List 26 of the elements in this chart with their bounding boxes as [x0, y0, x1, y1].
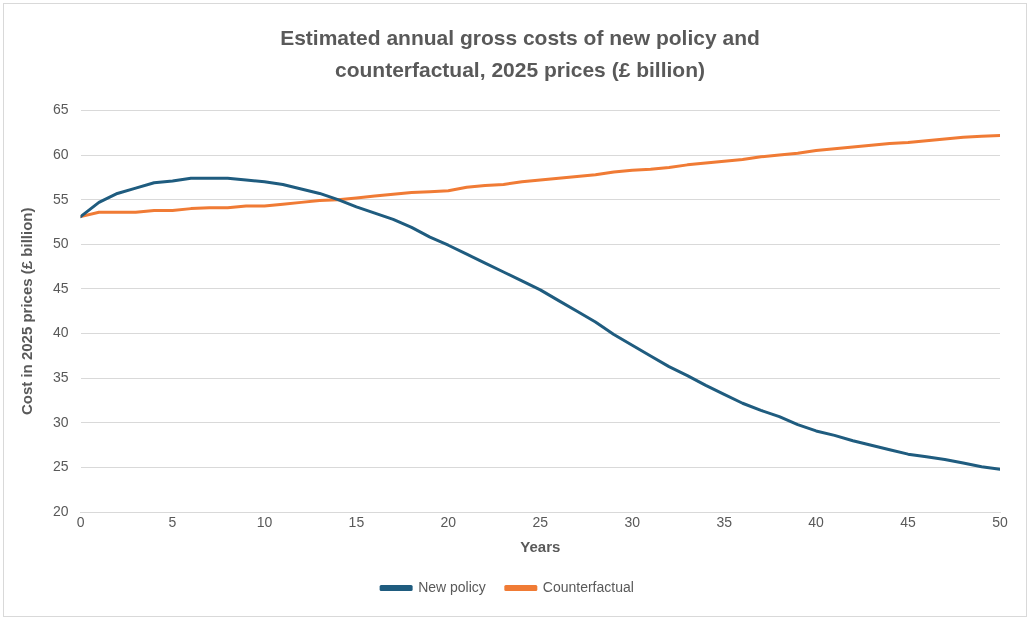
- y-tick-label: 20: [52, 503, 69, 520]
- y-axis-title: Cost in 2025 prices (£ billion): [18, 207, 36, 416]
- x-tick-label: 50: [992, 514, 1008, 531]
- x-tick-label: 45: [900, 514, 917, 531]
- x-tick-label: 15: [348, 514, 365, 531]
- legend-label: Counterfactual: [542, 578, 634, 595]
- y-tick-label: 50: [52, 235, 69, 252]
- x-tick-label: 25: [532, 514, 549, 531]
- x-tick-label: 0: [76, 514, 85, 531]
- y-tick-label: 55: [52, 190, 69, 207]
- x-tick-label: 20: [440, 514, 457, 531]
- y-tick-label: 45: [52, 279, 69, 296]
- y-tick-label: 65: [52, 101, 69, 118]
- x-tick-label: 5: [168, 514, 177, 531]
- y-tick-label: 35: [52, 369, 69, 386]
- legend-label: New policy: [418, 578, 486, 595]
- y-tick-label: 40: [52, 324, 69, 341]
- y-tick-label: 25: [52, 458, 69, 475]
- x-tick-label: 40: [808, 514, 825, 531]
- y-tick-label: 30: [52, 413, 69, 430]
- x-axis-title: Years: [520, 538, 561, 556]
- x-tick-label: 10: [256, 514, 273, 531]
- y-tick-label: 60: [52, 145, 69, 162]
- chart-title: Estimated annual gross costs of new policy and counterfactual, 2025 prices (£ billion): [279, 25, 761, 83]
- x-tick-label: 30: [624, 514, 641, 531]
- x-tick-label: 35: [716, 514, 733, 531]
